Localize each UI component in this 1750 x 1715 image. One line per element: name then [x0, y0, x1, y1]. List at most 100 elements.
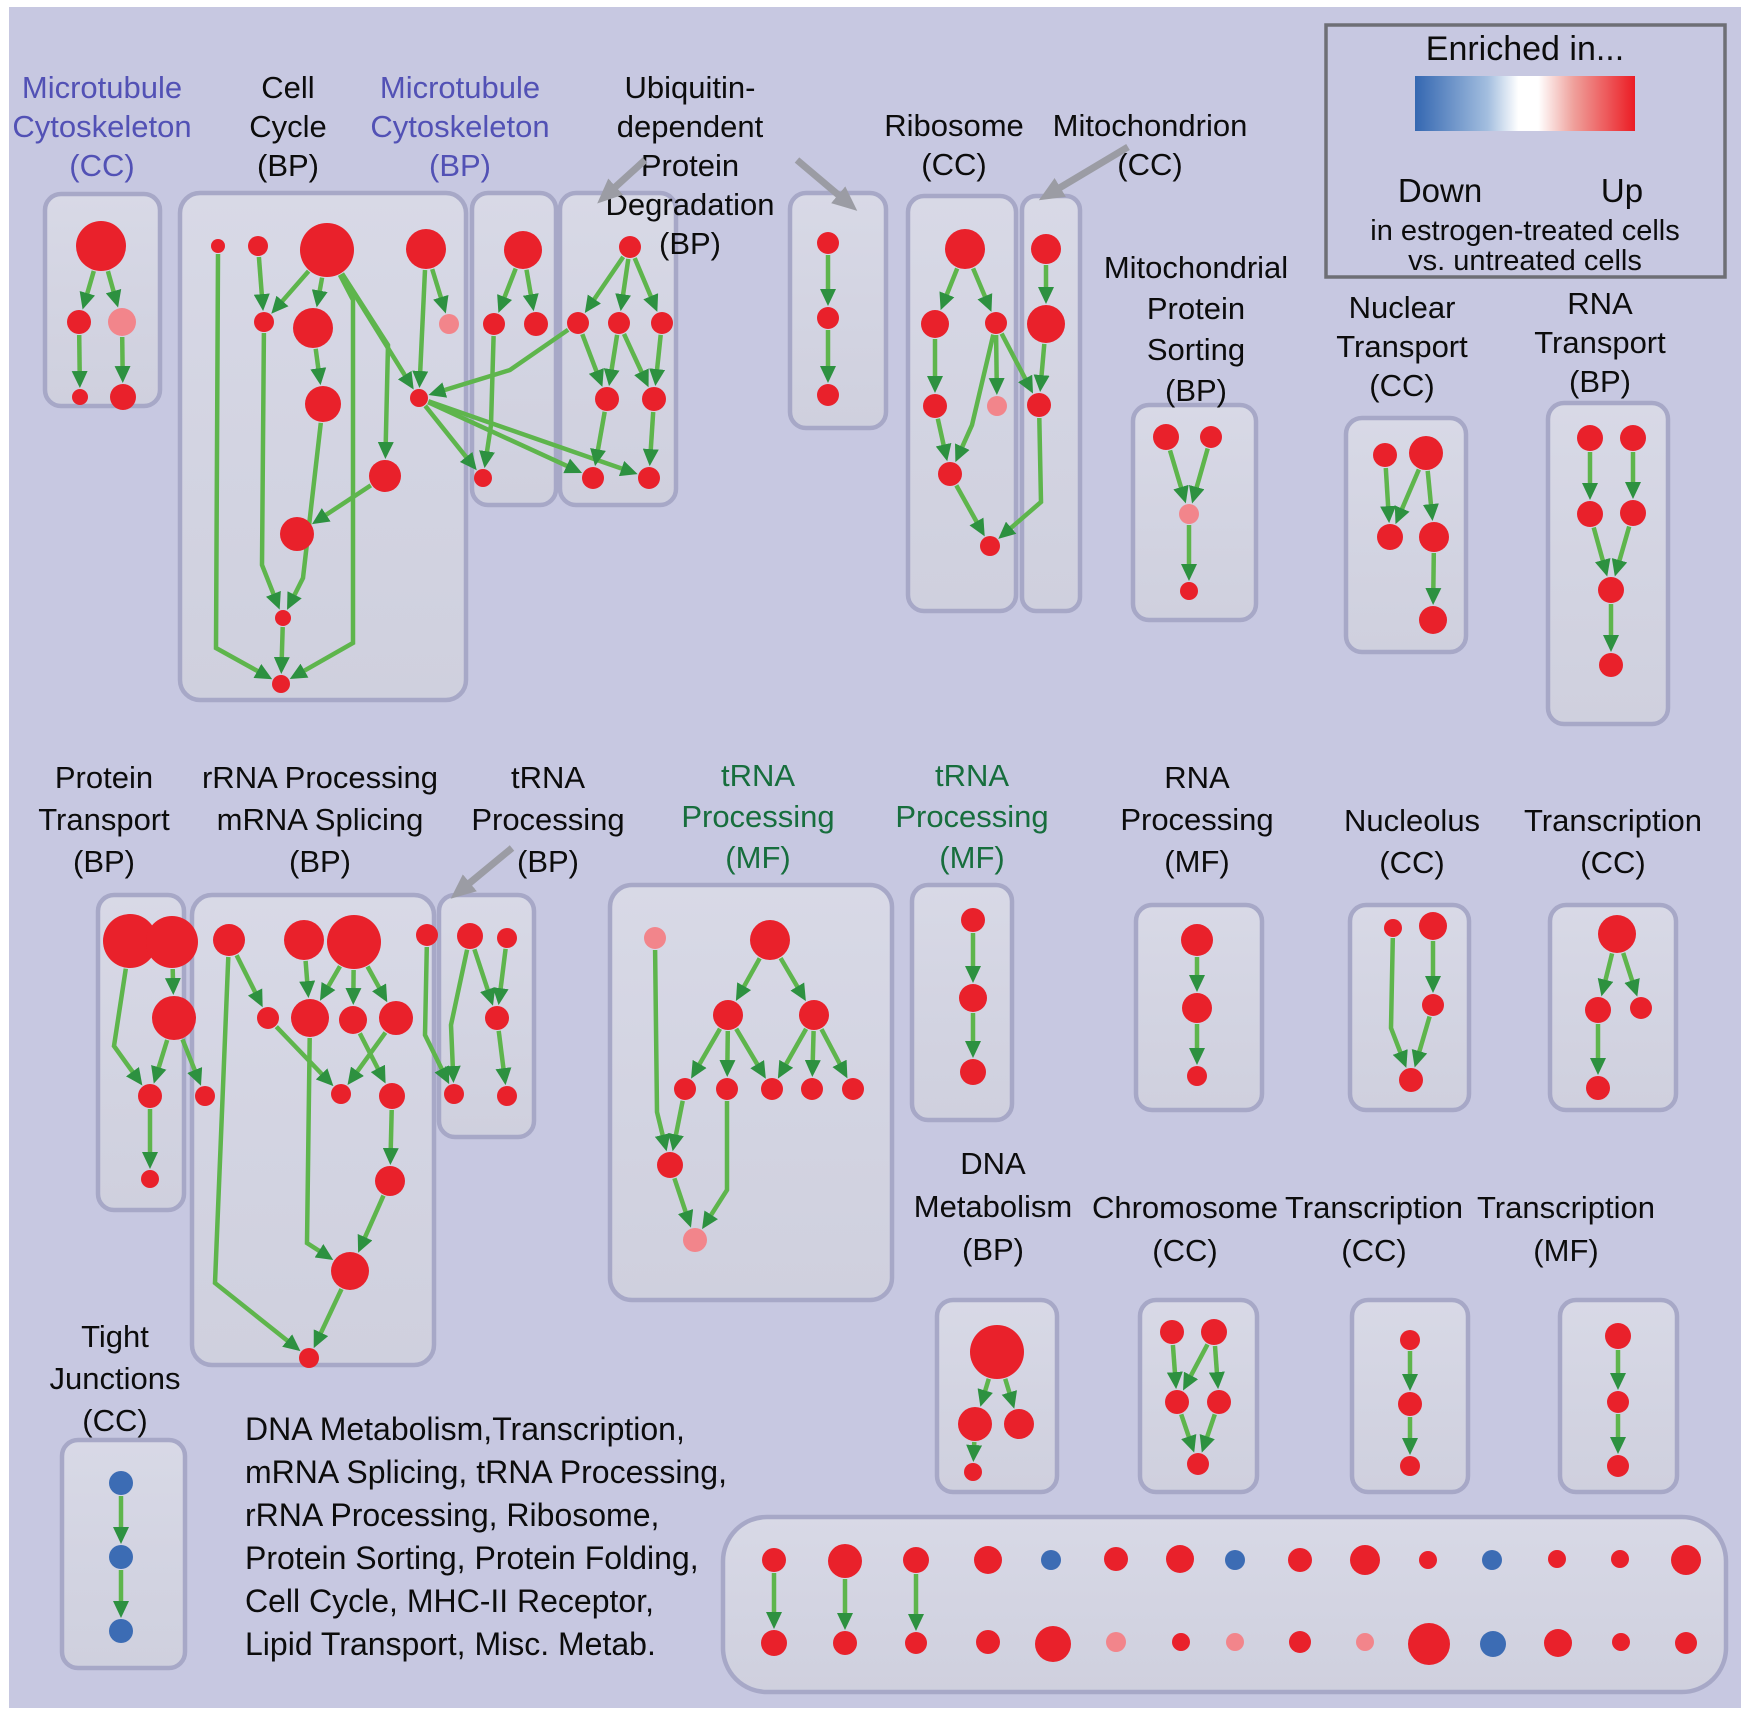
- cluster-label-ribosome-cc: Ribosome (CC): [884, 108, 1024, 182]
- hierarchy-edge: [1033, 343, 1050, 393]
- go-node-blue: [1041, 1550, 1061, 1570]
- go-node-red: [985, 312, 1007, 334]
- hierarchy-edge: [584, 255, 626, 314]
- go-node-red: [817, 307, 839, 329]
- go-node-red: [1400, 1330, 1420, 1350]
- go-node-blue: [109, 1619, 133, 1643]
- go-node-pink: [1356, 1633, 1374, 1651]
- go-node-red: [1612, 1633, 1630, 1651]
- go-node-red: [416, 924, 438, 946]
- go-node-red: [524, 312, 548, 336]
- go-node-red: [497, 928, 517, 948]
- go-node-red: [1585, 997, 1611, 1023]
- hierarchy-edge: [492, 948, 509, 1006]
- hierarchy-edge: [668, 1100, 685, 1152]
- cluster-box-dna-metabolism: [934, 1297, 1060, 1495]
- go-node-red: [976, 1630, 1000, 1654]
- hierarchy-edge: [988, 334, 1005, 395]
- cluster-label-microtubule-cytoskeleton-bp: Microtubule Cytoskeleton (BP): [370, 70, 549, 183]
- go-node-red: [1160, 1320, 1184, 1344]
- go-node-red: [1181, 924, 1213, 956]
- go-node-red: [1620, 500, 1646, 526]
- cluster-label-nuclear-transport-cc: Nuclear Transport (CC): [1336, 290, 1468, 403]
- annotation-arrow: [597, 157, 648, 204]
- cluster-label-dna-metabolism-bp: DNA Metabolism (BP): [914, 1146, 1073, 1267]
- go-node-red: [1104, 1547, 1128, 1571]
- hierarchy-edge: [977, 1378, 993, 1407]
- go-node-red: [254, 312, 274, 332]
- hierarchy-edge: [253, 256, 270, 312]
- go-node-red: [1180, 582, 1198, 600]
- go-node-red: [1172, 1633, 1190, 1651]
- cluster-label-trna-processing-mf-1: tRNA Processing (MF): [681, 758, 834, 875]
- hierarchy-edge: [1189, 447, 1210, 504]
- legend-title: Enriched in...: [1426, 30, 1624, 68]
- hierarchy-edge: [495, 1030, 512, 1086]
- hierarchy-edge: [1199, 1413, 1217, 1453]
- hierarchy-edge: [580, 333, 604, 387]
- legend-box: [1324, 23, 1727, 279]
- go-node-blue: [1482, 1550, 1502, 1570]
- go-node-red: [1398, 1392, 1422, 1416]
- go-node-red: [762, 1548, 786, 1572]
- hierarchy-edge: [382, 1109, 399, 1165]
- legend-subtitle-2: vs. untreated cells: [1408, 245, 1642, 277]
- go-node-red: [103, 914, 157, 968]
- go-node-red: [1419, 606, 1447, 634]
- go-node-red: [410, 389, 428, 407]
- go-node-red: [1187, 1453, 1209, 1475]
- hierarchy-edge: [430, 268, 449, 314]
- go-node-red: [1605, 1323, 1631, 1349]
- go-node-red: [713, 1000, 743, 1030]
- go-node-red: [750, 920, 790, 960]
- hierarchy-edge: [423, 404, 477, 471]
- legend-up-label: Up: [1601, 172, 1643, 209]
- cluster-label-rna-processing-mf: RNA Processing (MF): [1120, 760, 1273, 879]
- hierarchy-edge: [954, 484, 985, 537]
- go-node-red: [1288, 1548, 1312, 1572]
- hierarchy-edge: [271, 269, 311, 314]
- hierarchy-edge: [213, 253, 273, 680]
- go-node-red: [1630, 997, 1652, 1019]
- hierarchy-edge: [1183, 1343, 1210, 1391]
- go-node-red: [1671, 1545, 1701, 1575]
- go-node-red: [1607, 1455, 1629, 1477]
- go-node-red: [903, 1547, 929, 1573]
- cluster-label-mito-protein-sorting-bp: Mitochondrial Protein Sorting (BP): [1104, 250, 1288, 408]
- go-node-red: [817, 384, 839, 406]
- go-node-red: [638, 467, 660, 489]
- hierarchy-edge: [259, 332, 281, 610]
- cluster-label-transcription-cc-2: Transcription (CC): [1285, 1190, 1463, 1268]
- hierarchy-edge: [1611, 525, 1632, 577]
- hierarchy-edge: [702, 1101, 730, 1230]
- hierarchy-edge: [955, 334, 996, 463]
- hierarchy-edge: [615, 258, 632, 312]
- hierarchy-edge: [422, 946, 450, 1085]
- go-node-pink: [644, 927, 666, 949]
- cluster-label-rrna-mrna-bp: rRNA Processing mRNA Splicing (BP): [202, 760, 438, 879]
- go-node-red: [1289, 1631, 1311, 1653]
- go-node-red: [284, 920, 324, 960]
- go-node-red: [945, 229, 985, 269]
- go-node-red: [331, 1084, 351, 1104]
- go-node-red: [1599, 653, 1623, 677]
- hierarchy-edge: [79, 270, 96, 310]
- go-node-red: [339, 1006, 367, 1034]
- go-node-red: [1201, 1319, 1227, 1345]
- go-node-red: [1373, 443, 1397, 467]
- legend-gradient-bar: [1415, 76, 1635, 131]
- go-node-red: [674, 1078, 696, 1100]
- hierarchy-edge: [299, 960, 316, 999]
- hierarchy-edge: [735, 957, 762, 1002]
- go-node-red: [761, 1078, 783, 1100]
- go-node-red: [1384, 919, 1402, 937]
- hierarchy-edge: [652, 949, 671, 1152]
- go-node-red: [1419, 912, 1447, 940]
- go-node-pink: [439, 314, 459, 334]
- go-node-pink: [108, 308, 136, 336]
- go-node-red: [1166, 1545, 1194, 1573]
- hierarchy-edge: [819, 1028, 848, 1079]
- go-node-red: [444, 1084, 464, 1104]
- go-node-red: [1187, 1066, 1207, 1086]
